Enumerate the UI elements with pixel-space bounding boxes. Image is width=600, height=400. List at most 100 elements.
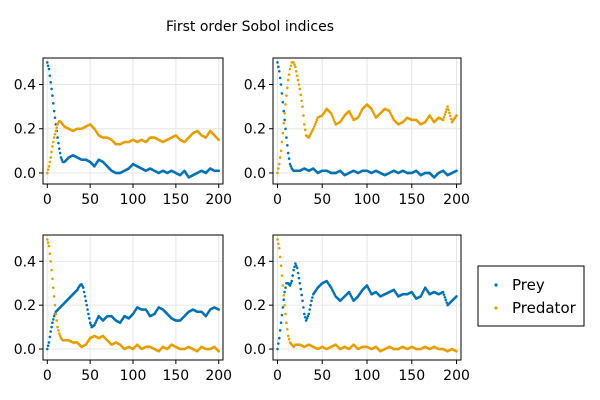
data-point — [441, 290, 445, 294]
data-point — [53, 132, 57, 136]
data-point — [310, 299, 313, 303]
data-point — [286, 151, 290, 155]
data-point — [81, 286, 85, 289]
data-point — [88, 321, 92, 325]
y-tick-label: 0.2 — [14, 298, 36, 314]
x-tick-label: 150 — [162, 192, 189, 208]
y-tick-label: 0.4 — [244, 78, 266, 94]
panel-1: 0 50 100 150 200 0.0 0.2 0.4 — [14, 57, 232, 208]
y-tick-label: 0.4 — [14, 78, 36, 94]
data-point — [455, 349, 458, 353]
data-point — [281, 131, 285, 135]
data-point — [329, 111, 333, 115]
data-point — [57, 147, 61, 150]
data-point — [46, 168, 50, 171]
y-tick-label: 0.2 — [244, 122, 266, 138]
data-point — [299, 93, 303, 97]
data-point — [50, 150, 53, 154]
data-point — [445, 301, 448, 304]
y-tick-label: 0.0 — [14, 166, 36, 182]
data-point — [282, 298, 286, 301]
data-point — [46, 241, 50, 244]
data-point — [52, 109, 56, 113]
x-tick-label: 50 — [81, 192, 99, 208]
data-point — [282, 294, 286, 297]
data-point — [301, 299, 304, 303]
data-point — [50, 87, 53, 91]
panel-2: 0 50 100 150 200 0.0 0.2 0.4 — [244, 57, 470, 208]
chart-title: First order Sobol indices — [166, 19, 334, 35]
data-point — [303, 312, 306, 316]
data-point — [50, 268, 53, 272]
data-point — [286, 334, 290, 338]
data-point — [444, 110, 448, 114]
data-point — [280, 92, 284, 95]
data-point — [82, 290, 86, 294]
data-point — [309, 303, 312, 307]
data-point — [314, 120, 318, 124]
data-point — [285, 136, 288, 139]
x-tick-label: 200 — [205, 192, 232, 208]
data-point — [283, 118, 286, 122]
data-point — [281, 284, 285, 287]
data-point — [300, 293, 303, 297]
data-point — [217, 308, 221, 311]
x-tick-label: 200 — [205, 368, 232, 384]
data-point — [53, 303, 57, 307]
y-tick-label: 0.4 — [244, 254, 266, 270]
x-tick-label: 50 — [81, 368, 99, 384]
data-point — [217, 138, 221, 142]
data-point — [277, 167, 280, 170]
x-tick-label: 100 — [354, 192, 381, 208]
data-point — [48, 252, 52, 255]
data-point — [447, 108, 450, 112]
data-point — [280, 313, 284, 317]
panel-4: 0 50 100 150 200 0.0 0.2 0.4 — [244, 234, 470, 384]
data-point — [54, 312, 58, 316]
data-point — [276, 171, 279, 175]
data-point — [46, 344, 50, 348]
data-point — [279, 264, 283, 268]
data-point — [57, 332, 61, 335]
data-point — [47, 165, 51, 168]
data-point — [304, 319, 308, 322]
data-point — [444, 298, 448, 302]
data-point — [294, 264, 298, 268]
data-point — [315, 118, 319, 122]
data-point — [297, 276, 301, 280]
data-point — [277, 69, 281, 73]
data-point — [50, 325, 53, 329]
series-prey — [276, 262, 458, 351]
data-point — [305, 317, 309, 320]
data-point — [455, 114, 458, 117]
series-predator — [45, 238, 221, 353]
data-point — [84, 299, 88, 303]
data-point — [45, 171, 49, 175]
data-point — [217, 169, 221, 173]
data-point — [277, 242, 280, 246]
x-tick-label: 100 — [120, 192, 147, 208]
data-point — [291, 274, 295, 277]
x-tick-label: 150 — [398, 192, 425, 208]
data-point — [290, 279, 294, 283]
data-point — [455, 169, 458, 173]
data-point — [46, 64, 50, 68]
data-point — [47, 244, 51, 248]
data-point — [286, 78, 290, 82]
data-point — [54, 129, 58, 133]
data-point — [288, 284, 292, 287]
data-point — [292, 61, 295, 64]
data-point — [302, 306, 305, 309]
data-point — [332, 118, 336, 122]
data-point — [288, 67, 292, 71]
data-point — [280, 140, 284, 144]
data-point — [83, 295, 87, 298]
data-point — [59, 156, 63, 159]
x-tick-label: 200 — [443, 192, 470, 208]
data-point — [278, 156, 282, 159]
data-point — [282, 121, 286, 125]
data-point — [289, 165, 293, 168]
y-tick-label: 0.4 — [14, 254, 36, 270]
data-point — [56, 325, 59, 329]
